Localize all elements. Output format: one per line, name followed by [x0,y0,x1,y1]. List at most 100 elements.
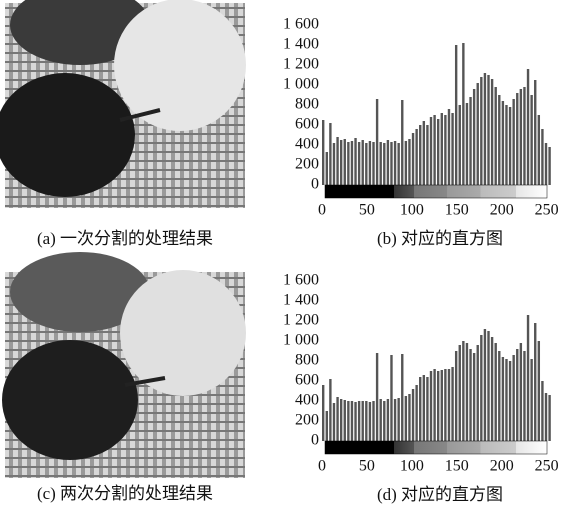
bar [347,142,349,185]
bar [336,137,338,185]
bar [484,329,486,441]
image-caption: (c) 两次分割的处理结果 [37,484,213,503]
bar [495,343,497,441]
bar [419,125,421,185]
bar [423,375,425,441]
bar [444,115,446,185]
bar [408,394,410,441]
bar [351,401,353,441]
y-tick-label: 200 [295,156,319,173]
bar [527,69,529,185]
x-tick-label: 0 [318,202,326,219]
bar [455,351,457,441]
bar [433,115,435,185]
y-tick-label: 600 [295,372,319,389]
bar [548,147,550,185]
bar [380,142,382,185]
bar [426,125,428,185]
bar [448,369,450,441]
bar [538,341,540,441]
x-tick-label: 100 [400,202,424,219]
bar [487,75,489,185]
bar [376,99,378,185]
y-tick-label: 1 200 [283,312,319,329]
bar [530,359,532,441]
bar [466,103,468,185]
bar [372,142,374,185]
y-tick-label: 200 [295,412,319,429]
bar [394,141,396,185]
bar [358,142,360,185]
bar [477,345,479,441]
gray-scale-strip [325,185,547,198]
bar [437,371,439,441]
gray-scale-strip [325,441,547,454]
x-tick-label: 250 [535,202,559,219]
bar [415,129,417,185]
bar [480,335,482,441]
bar [354,402,356,441]
bar [336,397,338,441]
bar [444,369,446,441]
bar [448,109,450,185]
bar [498,351,500,441]
bar [495,87,497,185]
y-tick-label: 0 [311,432,319,449]
bar [415,385,417,441]
bar [534,80,536,185]
bar [340,140,342,185]
bar [329,379,331,441]
photo-a [0,0,246,208]
bar [520,89,522,185]
chart-title: (b) 对应的直方图 [377,229,503,248]
bar [541,381,543,441]
bar [326,152,328,185]
photo-c [2,252,246,478]
bar [509,361,511,441]
x-tick-label: 150 [445,458,469,475]
figure: (a) 一次分割的处理结果 (c) 两次分割的处理结果 020040060080… [0,0,562,511]
bar [505,105,507,185]
bar [433,369,435,441]
y-tick-label: 1 000 [283,332,319,349]
bar [412,133,414,185]
bar [383,401,385,441]
bar [365,143,367,185]
y-tick-label: 1 000 [283,76,319,93]
bar [473,89,475,185]
x-tick-label: 200 [490,458,514,475]
bar [347,401,349,441]
bar [390,355,392,441]
bar [502,357,504,441]
bar [505,359,507,441]
bar [401,100,403,185]
bar [322,120,324,185]
x-tick-label: 150 [445,202,469,219]
y-tick-label: 0 [311,176,319,193]
bar [329,123,331,185]
bar [408,139,410,185]
bar [459,345,461,441]
bar [441,370,443,441]
bar [380,399,382,441]
bar [538,115,540,185]
bar [397,143,399,185]
bar [477,83,479,185]
bar [530,95,532,185]
bar [423,121,425,185]
x-tick-label: 250 [535,458,559,475]
y-tick-label: 1 400 [283,292,319,309]
x-tick-label: 50 [359,202,375,219]
bar [340,399,342,441]
y-tick-label: 400 [295,136,319,153]
bar [372,401,374,441]
bar [491,337,493,441]
x-tick-label: 200 [490,202,514,219]
bar [426,377,428,441]
bar [512,355,514,441]
bar [397,398,399,441]
bar [333,403,335,441]
bar [469,349,471,441]
bar [437,119,439,185]
bar [487,331,489,441]
